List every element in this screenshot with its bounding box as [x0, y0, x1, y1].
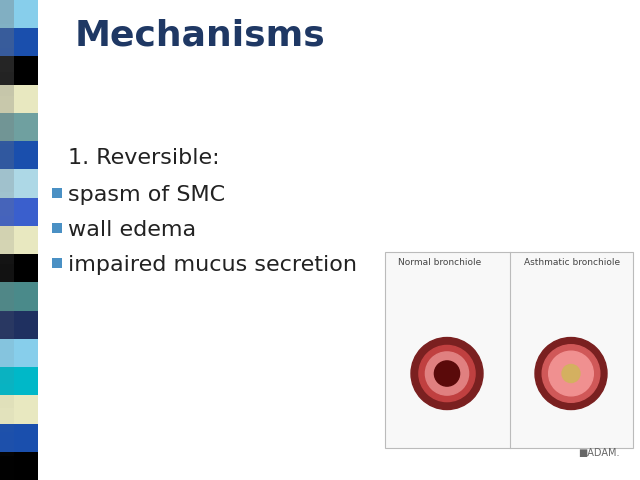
Bar	[0, 84, 38, 113]
Bar	[0, 408, 14, 432]
Bar	[0, 24, 14, 48]
Bar	[0, 336, 14, 360]
Bar	[0, 0, 38, 28]
Circle shape	[548, 351, 593, 396]
Bar	[0, 48, 14, 72]
Bar	[0, 120, 14, 144]
Bar	[0, 452, 38, 480]
Bar	[0, 312, 14, 336]
Bar	[0, 384, 14, 408]
Bar	[0, 141, 38, 169]
Bar	[0, 169, 38, 198]
Bar	[0, 96, 14, 120]
Text: ■ADAM.: ■ADAM.	[579, 448, 620, 458]
Bar	[385, 252, 633, 448]
Circle shape	[419, 346, 475, 402]
Bar	[0, 113, 38, 141]
Bar	[0, 0, 14, 24]
Bar	[0, 57, 38, 84]
Text: 1. Reversible:: 1. Reversible:	[68, 148, 220, 168]
Circle shape	[535, 337, 607, 409]
Text: impaired mucus secretion: impaired mucus secretion	[68, 255, 357, 275]
Bar	[0, 240, 14, 264]
Bar	[0, 264, 14, 288]
Bar	[0, 144, 14, 168]
Text: Mechanisms: Mechanisms	[75, 18, 326, 52]
Bar	[0, 288, 14, 312]
Bar	[0, 367, 38, 396]
Text: spasm of SMC: spasm of SMC	[68, 185, 225, 205]
Bar	[52, 258, 62, 268]
Bar	[0, 423, 38, 452]
Circle shape	[435, 361, 460, 386]
Bar	[0, 168, 14, 192]
Circle shape	[426, 352, 468, 395]
Bar	[0, 311, 38, 339]
Bar	[0, 254, 38, 282]
Circle shape	[542, 345, 600, 402]
Bar	[0, 396, 38, 423]
Circle shape	[562, 364, 580, 383]
Bar	[52, 223, 62, 233]
Bar	[0, 192, 14, 216]
Circle shape	[411, 337, 483, 409]
Bar	[52, 188, 62, 198]
Bar	[0, 226, 38, 254]
Text: wall edema: wall edema	[68, 220, 196, 240]
Bar	[0, 360, 14, 384]
Bar	[0, 282, 38, 311]
Text: Normal bronchiole: Normal bronchiole	[398, 258, 482, 267]
Bar	[0, 28, 38, 57]
Bar	[0, 432, 14, 456]
Bar	[0, 198, 38, 226]
Bar	[0, 216, 14, 240]
Bar	[0, 339, 38, 367]
Bar	[0, 456, 14, 480]
Text: Asthmatic bronchiole: Asthmatic bronchiole	[524, 258, 620, 267]
Bar	[0, 72, 14, 96]
